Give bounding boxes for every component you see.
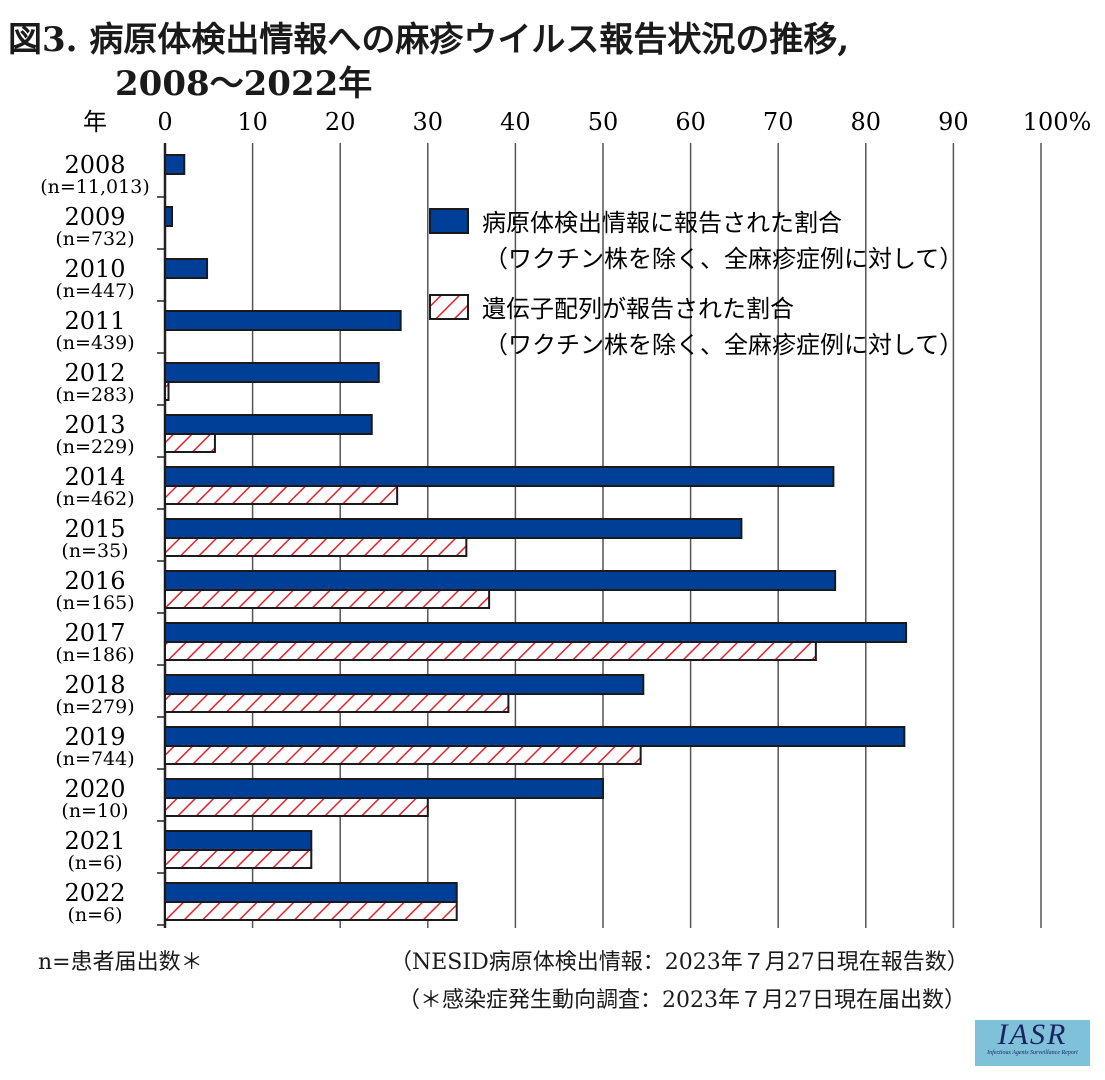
year-label: 2011 — [64, 307, 125, 335]
x-tick-label: 50 — [588, 108, 619, 136]
year-label: 2018 — [64, 671, 125, 699]
bar-pathogen-report — [164, 414, 373, 435]
year-label: 2017 — [64, 619, 125, 647]
x-tick-label: 0 — [157, 108, 172, 136]
case-count-label: (n=462) — [55, 488, 134, 510]
x-tick-label: 80 — [851, 108, 882, 136]
year-label: 2009 — [64, 203, 125, 231]
case-count-label: (n=229) — [55, 436, 134, 458]
case-count-label: (n=439) — [55, 332, 134, 354]
bar-pathogen-report — [164, 466, 835, 487]
case-count-label: (n=165) — [55, 592, 134, 614]
case-count-label: (n=35) — [61, 540, 128, 562]
legend-label: 遺伝子配列が報告された割合 — [482, 295, 794, 323]
case-count-label: (n=744) — [55, 748, 134, 770]
logo-text: IASR — [997, 1018, 1068, 1051]
year-label: 2021 — [64, 827, 125, 855]
source-note-2: （＊感染症発生動向調査：2023年７月27日現在届出数） — [398, 988, 966, 1013]
bar-gene-sequence — [164, 537, 468, 557]
legend-label-note: （ワクチン株を除く、全麻疹症例に対して） — [484, 245, 963, 273]
bar-pathogen-report — [164, 258, 209, 279]
bar-pathogen-report — [164, 830, 313, 851]
iasr-logo: IASR Infectious Agents Surveillance Repo… — [975, 1020, 1090, 1066]
case-count-label: (n=283) — [55, 384, 134, 406]
bar-pathogen-report — [164, 518, 743, 539]
x-tick-label: 70 — [763, 108, 794, 136]
bar-pathogen-report — [164, 726, 906, 747]
year-label: 2012 — [64, 359, 125, 387]
bar-pathogen-report — [164, 206, 174, 227]
bar-pathogen-report — [164, 674, 645, 695]
case-count-label: (n=6) — [67, 852, 122, 874]
bar-gene-sequence — [164, 433, 216, 453]
bar-pathogen-report — [164, 154, 186, 175]
bar-gene-sequence — [164, 381, 170, 401]
bar-gene-sequence — [164, 745, 642, 765]
bar-pathogen-report — [164, 362, 380, 383]
x-tick-label: 100% — [1023, 108, 1092, 136]
bar-gene-sequence — [164, 589, 491, 609]
case-count-label: (n=447) — [55, 280, 134, 302]
case-count-label: (n=11,013) — [40, 176, 149, 198]
chart-title-line2: 2008〜2022年 — [115, 64, 373, 104]
x-tick-label: 20 — [325, 108, 356, 136]
bar-gene-sequence — [164, 641, 817, 661]
bar-pathogen-report — [164, 570, 837, 591]
x-tick-label: 30 — [413, 108, 444, 136]
bar-pathogen-report — [164, 778, 604, 799]
case-count-label: (n=10) — [61, 800, 128, 822]
year-label: 2020 — [64, 775, 125, 803]
x-tick-label: 60 — [675, 108, 706, 136]
year-label: 2010 — [64, 255, 125, 283]
case-count-label: (n=279) — [55, 696, 134, 718]
source-note-1: （NESID病原体検出情報：2023年７月27日現在報告数） — [390, 950, 969, 975]
year-label: 2013 — [64, 411, 125, 439]
bar-gene-sequence — [164, 485, 399, 505]
year-label: 2016 — [64, 567, 125, 595]
year-label: 2014 — [64, 463, 125, 491]
year-label: 2019 — [64, 723, 125, 751]
legend-label: 病原体検出情報に報告された割合 — [482, 209, 842, 237]
legend-swatch — [429, 208, 469, 234]
bar-pathogen-report — [164, 310, 402, 331]
year-label: 2022 — [64, 879, 125, 907]
legend-label-note: （ワクチン株を除く、全麻疹症例に対して） — [484, 331, 963, 359]
footnote: n=患者届出数＊ — [38, 950, 203, 975]
bar-gene-sequence — [164, 849, 313, 869]
legend-swatch — [429, 294, 469, 320]
bar-gene-sequence — [164, 693, 510, 713]
bar-pathogen-report — [164, 882, 458, 903]
case-count-label: (n=732) — [55, 228, 134, 250]
x-tick-label: 90 — [938, 108, 969, 136]
case-count-label: (n=6) — [67, 904, 122, 926]
x-tick-label: 10 — [237, 108, 268, 136]
logo-subtitle: Infectious Agents Surveillance Report — [987, 1050, 1078, 1056]
x-tick-label: 40 — [500, 108, 531, 136]
year-label: 2008 — [64, 151, 125, 179]
bar-pathogen-report — [164, 622, 908, 643]
y-axis-label: 年 — [83, 108, 107, 136]
bar-gene-sequence — [164, 901, 458, 921]
case-count-label: (n=186) — [55, 644, 134, 666]
bar-gene-sequence — [164, 797, 429, 817]
year-label: 2015 — [64, 515, 125, 543]
chart-title: 図3. 病原体検出情報への麻疹ウイルス報告状況の推移, — [8, 20, 850, 60]
